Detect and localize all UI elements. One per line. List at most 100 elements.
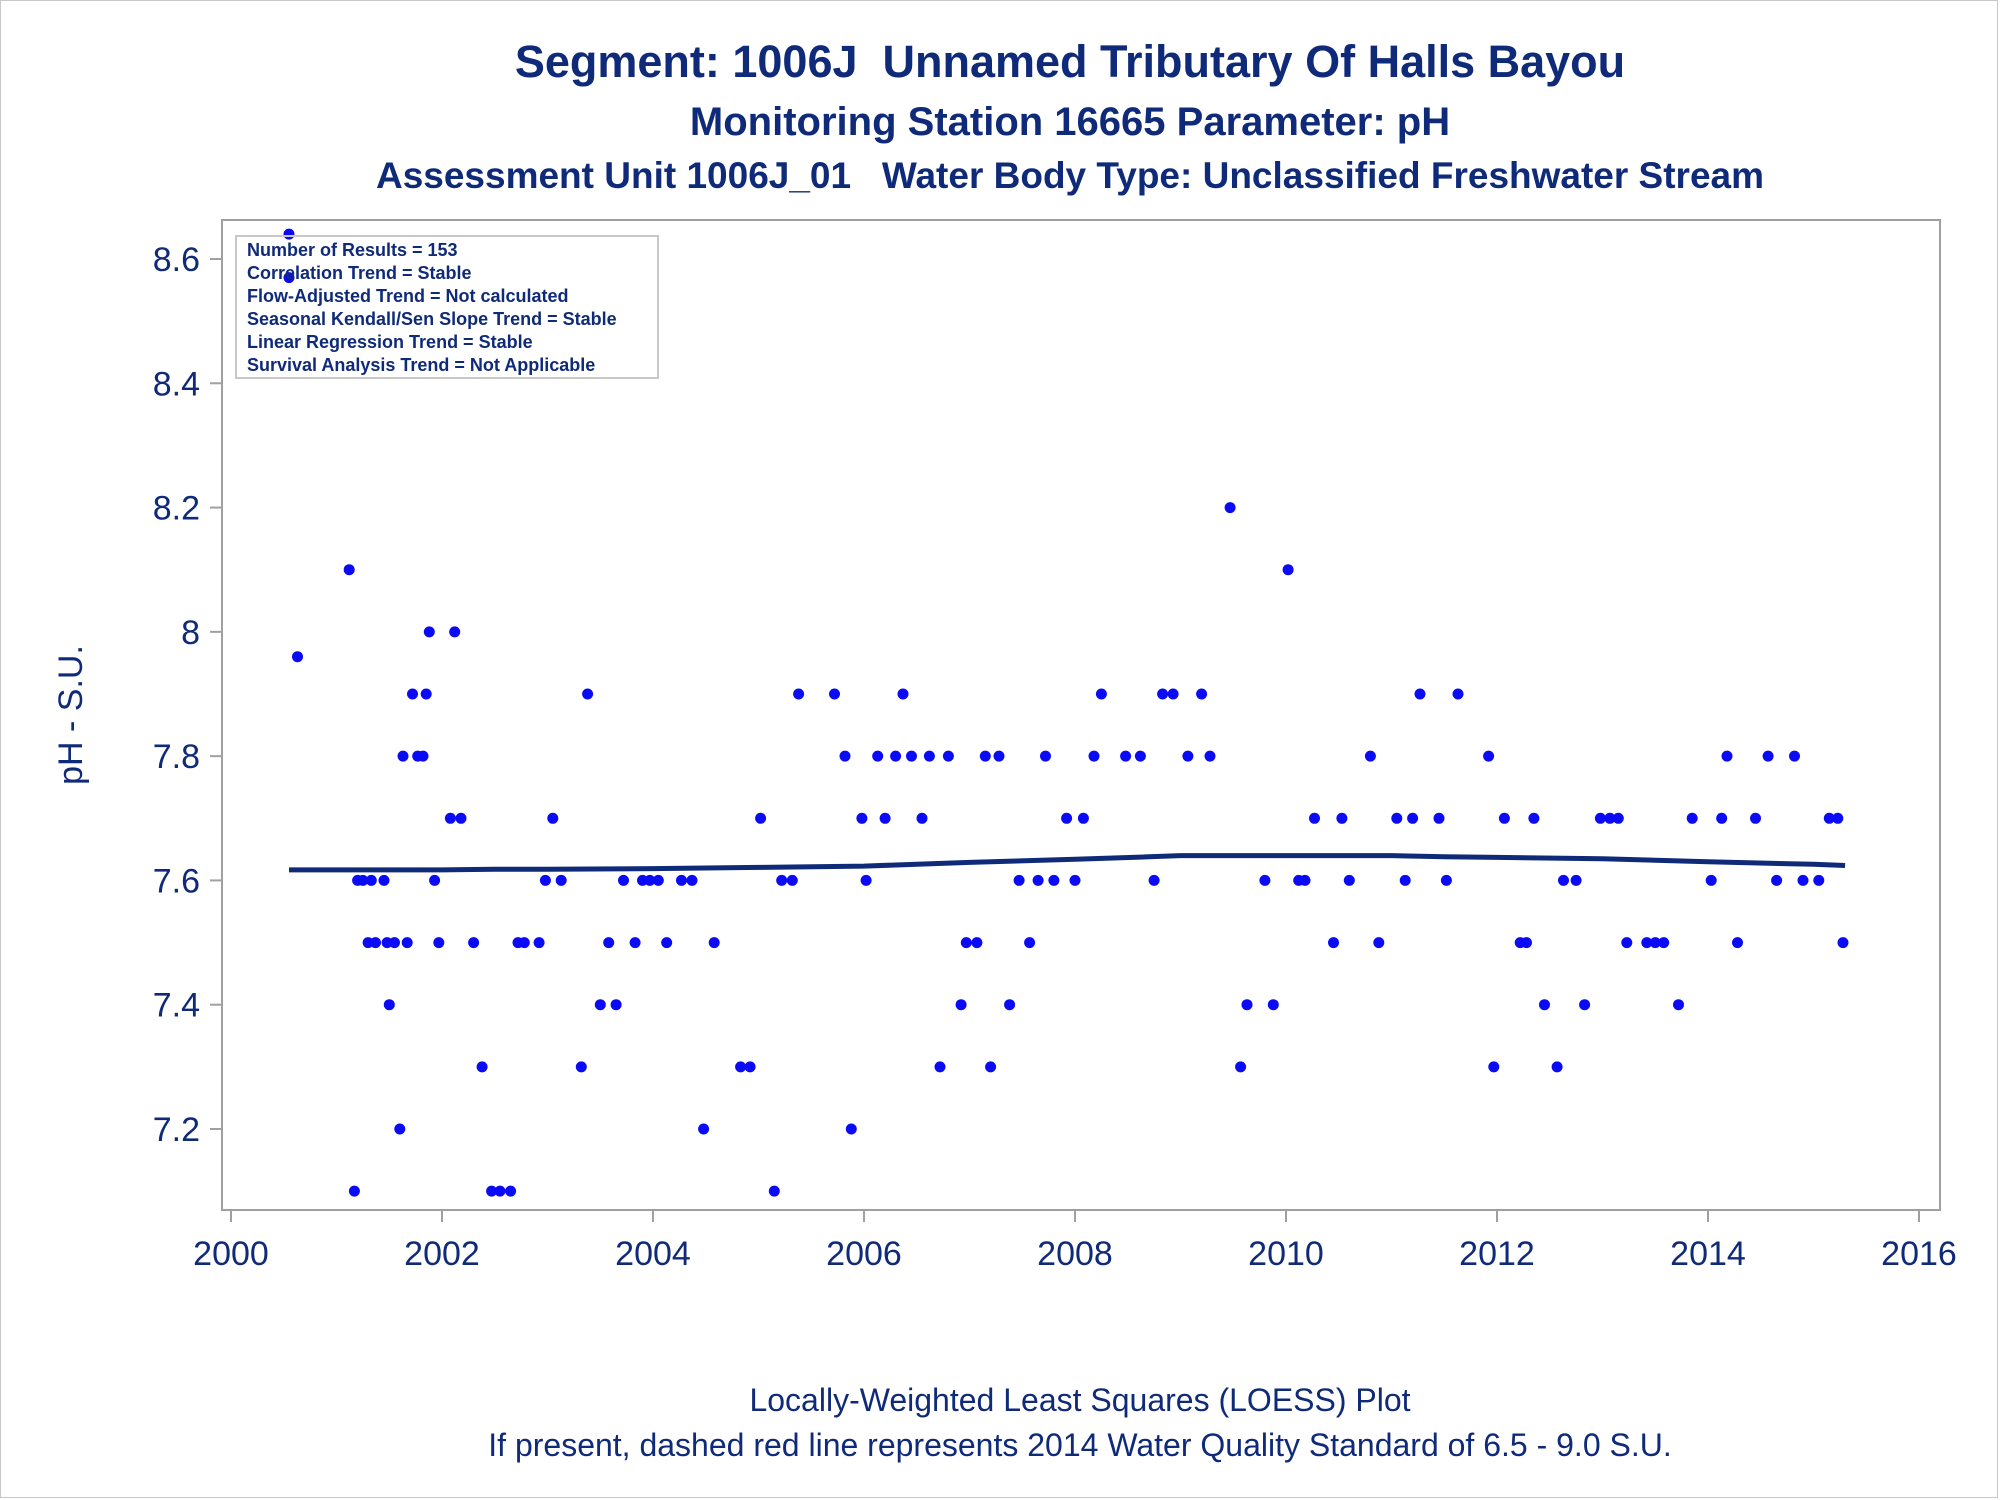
x-tick-label: 2016: [1881, 1235, 1957, 1273]
data-point: [1032, 874, 1044, 886]
data-point: [397, 750, 409, 762]
data-point: [1336, 812, 1348, 824]
data-point: [1309, 812, 1320, 824]
data-point: [768, 1185, 780, 1197]
x-tick-label: 2008: [1037, 1235, 1113, 1273]
data-point: [1204, 750, 1216, 762]
data-point: [389, 937, 400, 949]
data-point: [1399, 874, 1411, 886]
x-tick-label: 2014: [1670, 1235, 1746, 1273]
data-point: [644, 874, 656, 886]
stats-line: Correlation Trend = Stable: [247, 263, 472, 283]
data-point: [555, 874, 567, 886]
data-point: [455, 812, 467, 824]
data-point: [1095, 688, 1107, 700]
data-point: [845, 1123, 857, 1135]
data-point: [533, 937, 545, 949]
data-point: [897, 688, 909, 700]
data-point: [1259, 874, 1271, 886]
data-point: [1721, 750, 1733, 762]
data-point: [923, 750, 935, 762]
data-point: [1077, 812, 1089, 824]
data-point: [582, 688, 594, 700]
data-point: [618, 874, 629, 886]
data-point: [1604, 812, 1616, 824]
chart-subtitle: Monitoring Station 16665 Parameter: pH: [689, 100, 1451, 144]
data-point: [1013, 874, 1025, 886]
footnote-loess: Locally-Weighted Least Squares (LOESS) P…: [749, 1382, 1411, 1418]
stats-line: Number of Results = 153: [247, 240, 458, 260]
data-point: [348, 1185, 360, 1197]
data-point: [1789, 750, 1800, 762]
x-tick-label: 2012: [1459, 1235, 1535, 1273]
data-point: [1048, 874, 1060, 886]
data-point: [357, 874, 369, 886]
data-point: [1182, 750, 1194, 762]
data-point: [1528, 812, 1540, 824]
data-point: [1621, 937, 1633, 949]
data-point: [1521, 937, 1532, 949]
data-point: [378, 874, 390, 886]
data-point: [610, 999, 622, 1011]
data-point: [1771, 874, 1783, 886]
data-point: [449, 626, 461, 638]
chart-subtitle-2: Assessment Unit 1006J_01 Water Body Type…: [375, 155, 1765, 196]
data-point: [1343, 874, 1355, 886]
stats-line: Flow-Adjusted Trend = Not calculated: [247, 286, 569, 306]
data-point: [872, 750, 884, 762]
data-point: [676, 874, 687, 886]
data-point: [942, 750, 954, 762]
y-tick-label: 7.4: [153, 987, 200, 1025]
data-point: [1716, 812, 1728, 824]
data-point: [979, 750, 991, 762]
data-point: [1069, 874, 1081, 886]
data-point: [1196, 688, 1208, 700]
data-point: [879, 812, 891, 824]
y-axis-title: pH - S.U.: [52, 645, 90, 785]
data-point: [1299, 874, 1311, 886]
data-point: [1488, 1061, 1500, 1073]
data-point: [1235, 1061, 1247, 1073]
data-point: [860, 874, 872, 886]
data-point: [1797, 874, 1809, 886]
data-point: [1407, 812, 1419, 824]
data-point: [486, 1185, 498, 1197]
data-point: [934, 1061, 946, 1073]
x-tick-label: 2002: [404, 1235, 480, 1273]
data-point: [793, 688, 805, 700]
data-point: [1539, 999, 1550, 1011]
x-tick-label: 2004: [615, 1235, 691, 1273]
data-point: [444, 812, 456, 824]
chart-title: Segment: 1006J Unnamed Tributary Of Hall…: [514, 36, 1626, 87]
data-point: [365, 874, 377, 886]
data-point: [1823, 812, 1835, 824]
data-point: [1570, 874, 1582, 886]
x-tick-label: 2006: [826, 1235, 902, 1273]
data-point: [971, 937, 983, 949]
data-point: [1224, 502, 1236, 514]
data-points: [283, 228, 1849, 1197]
data-point: [652, 874, 664, 886]
data-point: [1762, 750, 1774, 762]
data-point: [776, 874, 788, 886]
x-tick-label: 2000: [193, 1235, 269, 1273]
data-point: [1483, 750, 1495, 762]
data-point: [993, 750, 1005, 762]
data-point: [1498, 812, 1510, 824]
data-point: [1433, 812, 1445, 824]
axes: 2000 2002 2004 2006 2008 2010 2012 2014 2016 7.2 7…: [153, 219, 1957, 1273]
data-point: [1673, 999, 1684, 1011]
data-point: [1120, 750, 1132, 762]
data-point: [1061, 812, 1073, 824]
data-point: [343, 564, 355, 576]
y-tick-label: 7.8: [153, 738, 200, 776]
data-point: [890, 750, 902, 762]
data-point: [429, 874, 441, 886]
data-point: [686, 874, 698, 886]
data-point: [698, 1123, 710, 1135]
data-point: [603, 937, 615, 949]
data-point: [744, 1061, 756, 1073]
data-point: [1813, 874, 1825, 886]
data-point: [786, 874, 798, 886]
